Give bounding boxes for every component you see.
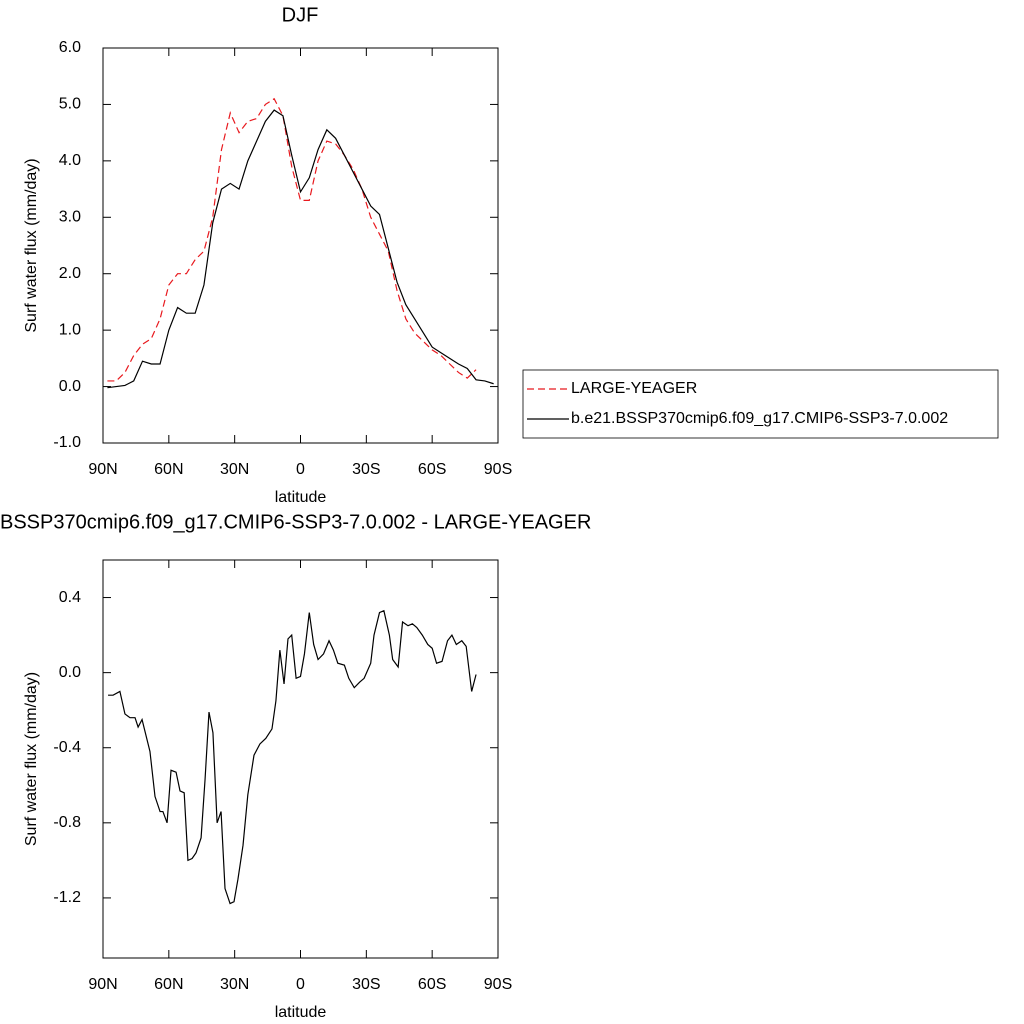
y-tick-label: -0.8 (53, 814, 81, 831)
data-line (107, 109, 494, 389)
y-tick-label: 0.0 (59, 378, 81, 395)
x-tick-label: 90N (88, 461, 117, 478)
x-tick-label: 30N (220, 976, 249, 993)
legend-label: LARGE-YEAGER (571, 380, 697, 397)
x-tick-label: 30S (352, 461, 380, 478)
x-tick-label: 60S (418, 461, 446, 478)
x-tick-label: 90N (88, 976, 117, 993)
legend-label: b.e21.BSSP370cmip6.f09_g17.CMIP6-SSP3-7.… (571, 410, 948, 427)
plot-frame (102, 559, 499, 959)
x-tick-label: 60N (154, 976, 183, 993)
x-tick-label: 30S (352, 976, 380, 993)
x-tick-label: 0 (296, 461, 305, 478)
data-line (107, 97, 477, 382)
y-tick-label: 4.0 (59, 152, 81, 169)
y-tick-label: 6.0 (59, 39, 81, 56)
y-tick-label: 0.0 (59, 664, 81, 681)
y-tick-label: 5.0 (59, 96, 81, 113)
x-axis-label: latitude (275, 489, 327, 506)
x-tick-label: 0 (296, 976, 305, 993)
y-tick-label: -1.2 (53, 889, 81, 906)
chart-title: DJF (282, 4, 319, 26)
y-tick-label: 1.0 (59, 321, 81, 338)
x-tick-label: 90S (484, 976, 512, 993)
x-tick-label: 90S (484, 461, 512, 478)
y-tick-label: 0.4 (59, 589, 81, 606)
chart-title: BSSP370cmip6.f09_g17.CMIP6-SSP3-7.0.002 … (0, 511, 591, 533)
legend-box (522, 369, 999, 439)
plot-frame (102, 47, 499, 444)
y-axis-label: Surf water flux (mm/day) (23, 158, 40, 332)
y-axis-label: Surf water flux (mm/day) (23, 672, 40, 846)
y-tick-label: 2.0 (59, 265, 81, 282)
data-line (108, 609, 477, 905)
x-tick-label: 60S (418, 976, 446, 993)
y-tick-label: -1.0 (53, 434, 81, 451)
y-tick-label: -0.4 (53, 739, 81, 756)
x-tick-label: 60N (154, 461, 183, 478)
x-tick-label: 30N (220, 461, 249, 478)
y-tick-label: 3.0 (59, 209, 81, 226)
x-axis-label: latitude (275, 1004, 327, 1021)
